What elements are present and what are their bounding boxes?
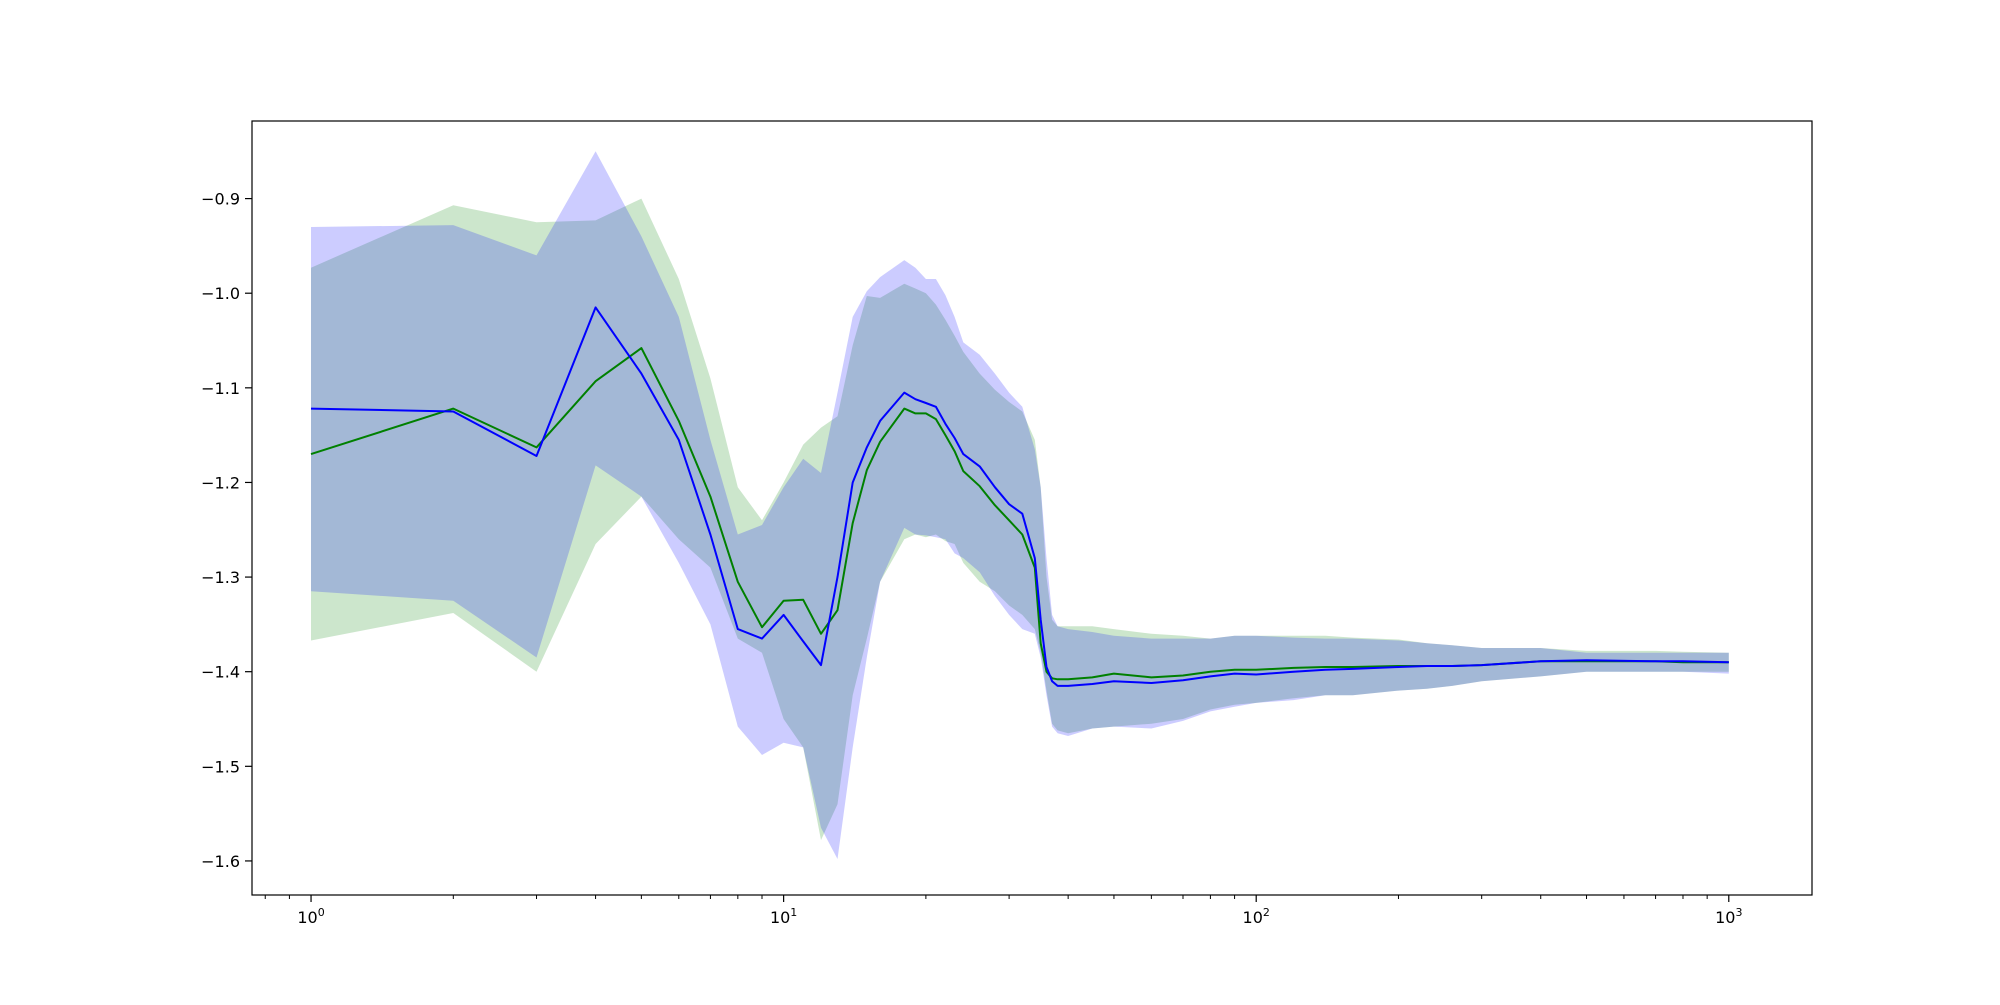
- series-1-band: [311, 151, 1729, 860]
- series-0-line: [310, 347, 1729, 681]
- x-tick-label: 102: [1243, 906, 1270, 927]
- series-0-band: [311, 198, 1729, 841]
- confidence-bands: [311, 151, 1729, 860]
- series-1-line: [310, 306, 1729, 687]
- x-tick-label: 103: [1715, 906, 1742, 927]
- y-tick-label: −1.4: [201, 663, 240, 682]
- y-tick-label: −0.9: [201, 190, 240, 209]
- series-lines: [310, 306, 1729, 687]
- y-tick-label: −1.3: [201, 568, 240, 587]
- x-axis: 100 101 102 103: [264, 895, 1742, 927]
- y-axis: −0.9 −1.0 −1.1 −1.2 −1.3 −1.4 −1.5 −1.6: [201, 190, 252, 871]
- y-tick-label: −1.6: [201, 852, 240, 871]
- plot-frame: [251, 120, 1813, 896]
- x-tick-label: 101: [770, 906, 797, 927]
- y-tick-label: −1.5: [201, 757, 240, 776]
- y-tick-label: −1.0: [201, 284, 240, 303]
- y-tick-label: −1.2: [201, 473, 240, 492]
- x-tick-label: 100: [297, 906, 324, 927]
- y-tick-label: −1.1: [201, 379, 240, 398]
